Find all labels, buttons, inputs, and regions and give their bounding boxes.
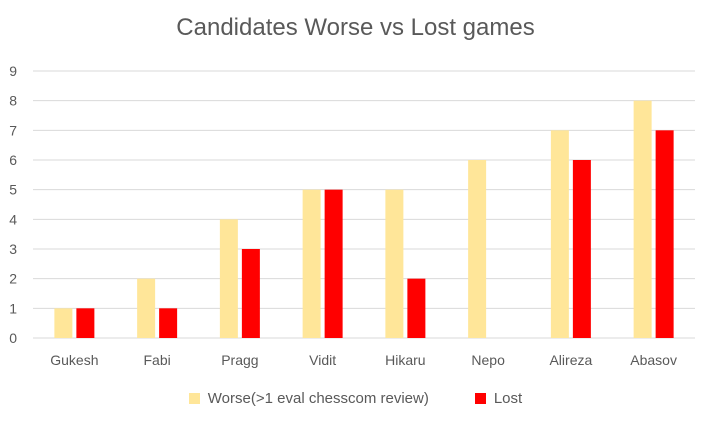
x-tick-label: Pragg <box>221 352 258 368</box>
bar-lost-gukesh <box>76 308 95 338</box>
x-tick-label: Nepo <box>471 352 505 368</box>
y-tick-label: 0 <box>9 330 17 346</box>
legend-label-lost: Lost <box>493 390 523 407</box>
chart-title: Candidates Worse vs Lost games <box>176 14 535 41</box>
bar-worse-vidit <box>302 189 321 338</box>
x-tick-label: Hikaru <box>385 352 425 368</box>
bar-lost-vidit <box>324 189 343 338</box>
bar-worse-pragg <box>219 219 238 338</box>
x-tick-label: Alireza <box>549 352 592 368</box>
legend: Worse(>1 eval chesscom review) Lost <box>0 390 711 407</box>
legend-item-worse: Worse(>1 eval chesscom review) <box>188 390 429 407</box>
x-tick-label: Vidit <box>309 352 336 368</box>
bar-lost-abasov <box>655 130 674 338</box>
y-tick-label: 3 <box>9 241 17 257</box>
bar-lost-fabi <box>159 308 178 338</box>
x-tick-label: Gukesh <box>50 352 98 368</box>
legend-swatch-lost <box>474 393 486 404</box>
y-tick-label: 1 <box>9 300 17 316</box>
bar-worse-gukesh <box>54 308 73 338</box>
y-tick-label: 9 <box>9 63 17 79</box>
legend-label-worse: Worse(>1 eval chesscom review) <box>207 390 429 407</box>
legend-item-lost: Lost <box>474 390 523 407</box>
legend-swatch-worse <box>188 393 200 404</box>
x-tick-label: Abasov <box>630 352 677 368</box>
y-tick-label: 7 <box>9 122 17 138</box>
y-tick-label: 4 <box>9 211 17 227</box>
x-tick-label: Fabi <box>144 352 171 368</box>
bar-worse-nepo <box>468 160 487 338</box>
bar-lost-alireza <box>572 160 591 338</box>
bar-worse-abasov <box>633 100 652 339</box>
y-tick-label: 5 <box>9 182 17 198</box>
bar-lost-hikaru <box>407 278 426 338</box>
bar-worse-hikaru <box>385 189 404 338</box>
y-tick-label: 6 <box>9 152 17 168</box>
bar-worse-fabi <box>137 278 156 338</box>
y-tick-label: 2 <box>9 271 17 287</box>
y-tick-label: 8 <box>9 93 17 109</box>
bar-lost-pragg <box>241 249 260 338</box>
bar-worse-alireza <box>550 130 569 338</box>
